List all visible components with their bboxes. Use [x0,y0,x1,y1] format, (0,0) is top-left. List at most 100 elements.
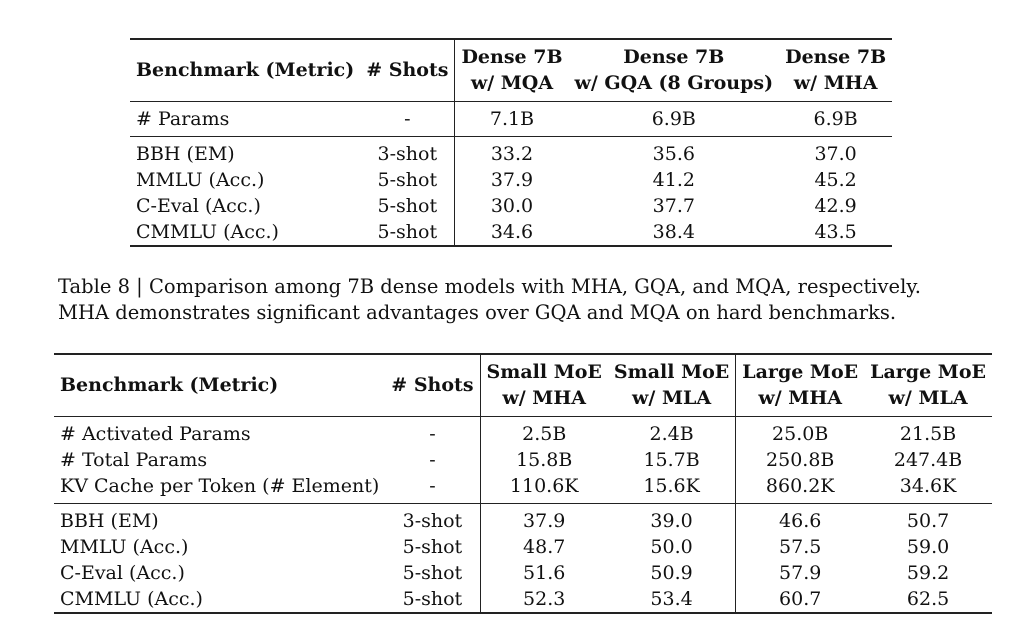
cell-value-best: 51.6 [523,561,566,584]
row-shots: 5-shot [360,166,456,193]
table-row: # Total Params - 15.8B 15.7B 250.8B 247.… [54,446,992,473]
row-shots: - [385,416,481,447]
table-row: C-Eval (Acc.) 5-shot 51.6 50.9 57.9 59.2 [54,559,992,586]
cell-value: 37.9 [523,509,566,532]
cell-value: 48.7 [523,535,566,558]
row-label: C-Eval (Acc.) [136,194,261,217]
row-label: # Total Params [60,448,208,471]
row-shots: 3-shot [385,503,481,534]
cell-value: 2.4B [607,416,737,447]
table-row: CMMLU (Acc.) 5-shot 52.3 53.4 60.7 62.5 [54,585,992,614]
cell-value: 247.4B [893,448,963,471]
cell-value-best: 42.9 [814,194,857,217]
row-label: C-Eval (Acc.) [60,561,185,584]
table-header-row: Benchmark (Metric) # Shots Dense 7B w/ M… [130,39,893,102]
cell-value: 37.9 [490,168,534,191]
cell-value: 46.6 [779,509,822,532]
row-label: # Params [130,101,361,137]
cell-value-best: 45.2 [814,168,857,191]
header-dense-gqa: Dense 7B w/ GQA (8 Groups) [568,39,780,102]
cell-value: 25.0B [772,422,829,445]
header-shots: # Shots [360,39,456,102]
row-label: BBH (EM) [136,142,235,165]
cell-value-best: 59.2 [906,561,950,584]
row-shots: - [385,472,481,504]
row-label: BBH (EM) [60,509,159,532]
cell-value: 15.8B [516,448,573,471]
header-line: Small MoE [486,361,602,384]
row-shots: 3-shot [360,136,456,167]
cell-value: 21.5B [899,422,957,445]
header-dense-mqa: Dense 7B w/ MQA [454,39,569,102]
header-line: Large MoE [742,361,859,384]
header-dense-mha: Dense 7B w/ MHA [779,39,893,102]
cell-value-best: 62.5 [864,585,992,614]
row-shots: - [360,101,456,137]
row-label: MMLU (Acc.) [136,168,265,191]
cell-value-best: 50.7 [906,509,950,532]
cell-value: 41.2 [652,168,695,191]
table-row: C-Eval (Acc.) 5-shot 30.0 37.7 42.9 [130,192,892,219]
header-line: w/ MQA [470,72,554,95]
header-line: w/ MHA [793,72,878,95]
cell-value: 15.6K [607,472,737,504]
table-9: Benchmark (Metric) # Shots Small MoE w/ … [54,353,992,614]
table-row: # Params - 7.1B 6.9B 6.9B [130,101,893,137]
cell-value: 60.7 [735,585,865,614]
header-line: w/ MHA [758,387,843,410]
cell-value: 2.5B [522,422,567,445]
row-label: CMMLU (Acc.) [54,585,386,614]
cell-value: 250.8B [766,448,835,471]
header-benchmark: Benchmark (Metric) [130,39,361,102]
header-line: w/ GQA (8 Groups) [574,72,774,95]
cell-value-best: 59.0 [906,535,950,558]
row-shots: 5-shot [385,533,481,560]
cell-value: 30.0 [490,194,534,217]
row-shots: 5-shot [385,585,481,614]
cell-value-best: 53.4 [607,585,737,614]
cell-value-best: 37.0 [814,142,857,165]
cell-value: 38.4 [568,218,780,247]
header-small-moe-mla: Small MoE w/ MLA [607,354,737,417]
header-large-moe-mla: Large MoE w/ MLA [864,354,992,417]
header-line: w/ MLA [632,387,712,410]
table-row: KV Cache per Token (# Element) - 110.6K … [54,472,992,504]
header-line: Dense 7B [461,46,563,69]
row-shots: - [385,446,481,473]
table-8: Benchmark (Metric) # Shots Dense 7B w/ M… [130,38,893,247]
table-row: BBH (EM) 3-shot 33.2 35.6 37.0 [130,136,892,167]
table-row: BBH (EM) 3-shot 37.9 39.0 46.6 50.7 [54,503,992,534]
header-shots: # Shots [385,354,481,417]
header-line: Dense 7B [785,46,887,69]
cell-value-best: 43.5 [779,218,893,247]
header-small-moe-mha: Small MoE w/ MHA [480,354,608,417]
cell-value: 33.2 [490,142,534,165]
cell-value-best: 39.0 [607,503,737,534]
row-label: MMLU (Acc.) [60,535,189,558]
header-line: w/ MHA [502,387,587,410]
table-8-caption: Table 8 | Comparison among 7B dense mode… [58,275,921,324]
row-shots: 5-shot [360,218,456,247]
table-row: CMMLU (Acc.) 5-shot 34.6 38.4 43.5 [130,218,893,247]
row-label: # Activated Params [60,422,251,445]
cell-value: 6.9B [568,101,780,137]
table-row: MMLU (Acc.) 5-shot 48.7 50.0 57.5 59.0 [54,533,992,560]
row-label: CMMLU (Acc.) [130,218,361,247]
header-benchmark: Benchmark (Metric) [54,354,386,417]
header-line: Small MoE [613,361,730,384]
cell-value: 34.6 [454,218,569,247]
header-large-moe-mha: Large MoE w/ MHA [735,354,865,417]
cell-value: 50.9 [607,559,737,586]
cell-value: 7.1B [454,101,569,137]
header-line: Large MoE [870,361,986,384]
cell-value: 15.7B [607,446,737,473]
cell-value: 37.7 [652,194,695,217]
cell-value: 35.6 [652,142,695,165]
cell-value: 860.2K [735,472,865,504]
table-row: # Activated Params - 2.5B 2.4B 25.0B 21.… [54,416,992,447]
cell-value: 6.9B [779,101,893,137]
table-row: MMLU (Acc.) 5-shot 37.9 41.2 45.2 [130,166,892,193]
cell-value: 57.9 [779,561,822,584]
row-shots: 5-shot [385,559,481,586]
header-line: Dense 7B [623,46,725,69]
